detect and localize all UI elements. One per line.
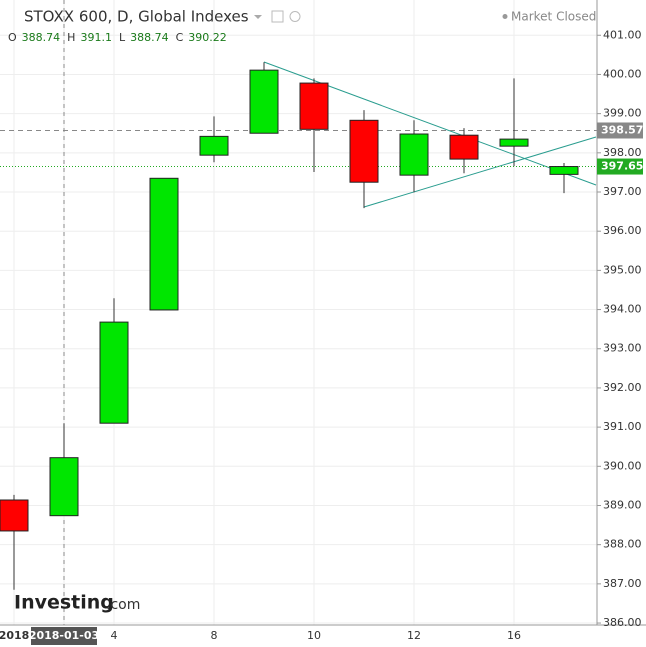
candle-body [149, 177, 179, 311]
y-tick-label: 400.00 [603, 67, 642, 80]
y-tick-label: 395.00 [603, 263, 642, 276]
ohlc-value: 391.1 [80, 31, 112, 44]
candle-body [249, 69, 279, 134]
status-dot [502, 14, 508, 19]
candle-body [349, 119, 379, 183]
candle-body [199, 135, 229, 156]
y-tick-label: 396.00 [603, 224, 642, 237]
dropdown-icon[interactable] [254, 15, 262, 19]
price-label: 397.65 [601, 160, 643, 173]
candle-body [99, 321, 129, 424]
market-status: Market Closed [511, 10, 596, 24]
price-label-bg [597, 122, 643, 139]
watermark: .com [106, 597, 140, 613]
trend-line [363, 136, 597, 208]
candle-body [499, 138, 529, 147]
x-tick-label: 10 [307, 629, 321, 642]
chart-title: STOXX 600, D, Global Indexes [24, 8, 249, 26]
x-tick-label: 12 [407, 629, 421, 642]
ohlc-label: L [119, 31, 126, 44]
candle-body [0, 499, 29, 532]
watermark: Investing [14, 592, 114, 614]
y-tick-label: 401.00 [603, 28, 642, 41]
settings-icon[interactable] [289, 11, 301, 22]
candle-body [399, 133, 429, 176]
ohlc-label: H [67, 31, 75, 44]
y-tick-label: 389.00 [603, 498, 642, 511]
ohlc-value: 388.74 [130, 31, 169, 44]
crosshair-label-bg [31, 627, 97, 645]
price-label-bg [597, 158, 643, 175]
y-tick-label: 388.00 [603, 538, 642, 551]
x-tick-label: 8 [211, 629, 218, 642]
y-tick-label: 391.00 [603, 420, 642, 433]
y-tick-label: 387.00 [603, 577, 642, 590]
y-tick-label: 397.00 [603, 185, 642, 198]
y-tick-label: 392.00 [603, 381, 642, 394]
candle-body [449, 134, 479, 160]
ohlc-label: O [8, 31, 17, 44]
y-tick-label: 398.00 [603, 146, 642, 159]
ohlc-value: 388.74 [22, 31, 61, 44]
candle-body [49, 457, 79, 517]
y-tick-label: 390.00 [603, 459, 642, 472]
ohlc-label: C [176, 31, 184, 44]
x-tick-label: 2018 [0, 629, 29, 642]
x-tick-label: 4 [111, 629, 118, 642]
price-label: 398.57 [601, 123, 643, 136]
ohlc-value: 390.22 [188, 31, 227, 44]
y-tick-label: 399.00 [603, 107, 642, 120]
y-tick-label: 386.00 [603, 616, 642, 629]
trend-line [263, 61, 597, 186]
ohlc-legend: O 388.74 H 391.1 L 388.74 C 390.22 [8, 31, 227, 44]
x-tick-label: 16 [507, 629, 521, 642]
icon[interactable] [271, 10, 284, 23]
candle-body [549, 166, 579, 175]
candles [0, 62, 597, 590]
x-tick-label: 2018-01-03 [29, 629, 99, 642]
candle-body [299, 82, 329, 130]
y-tick-label: 393.00 [603, 342, 642, 355]
y-tick-label: 394.00 [603, 303, 642, 316]
